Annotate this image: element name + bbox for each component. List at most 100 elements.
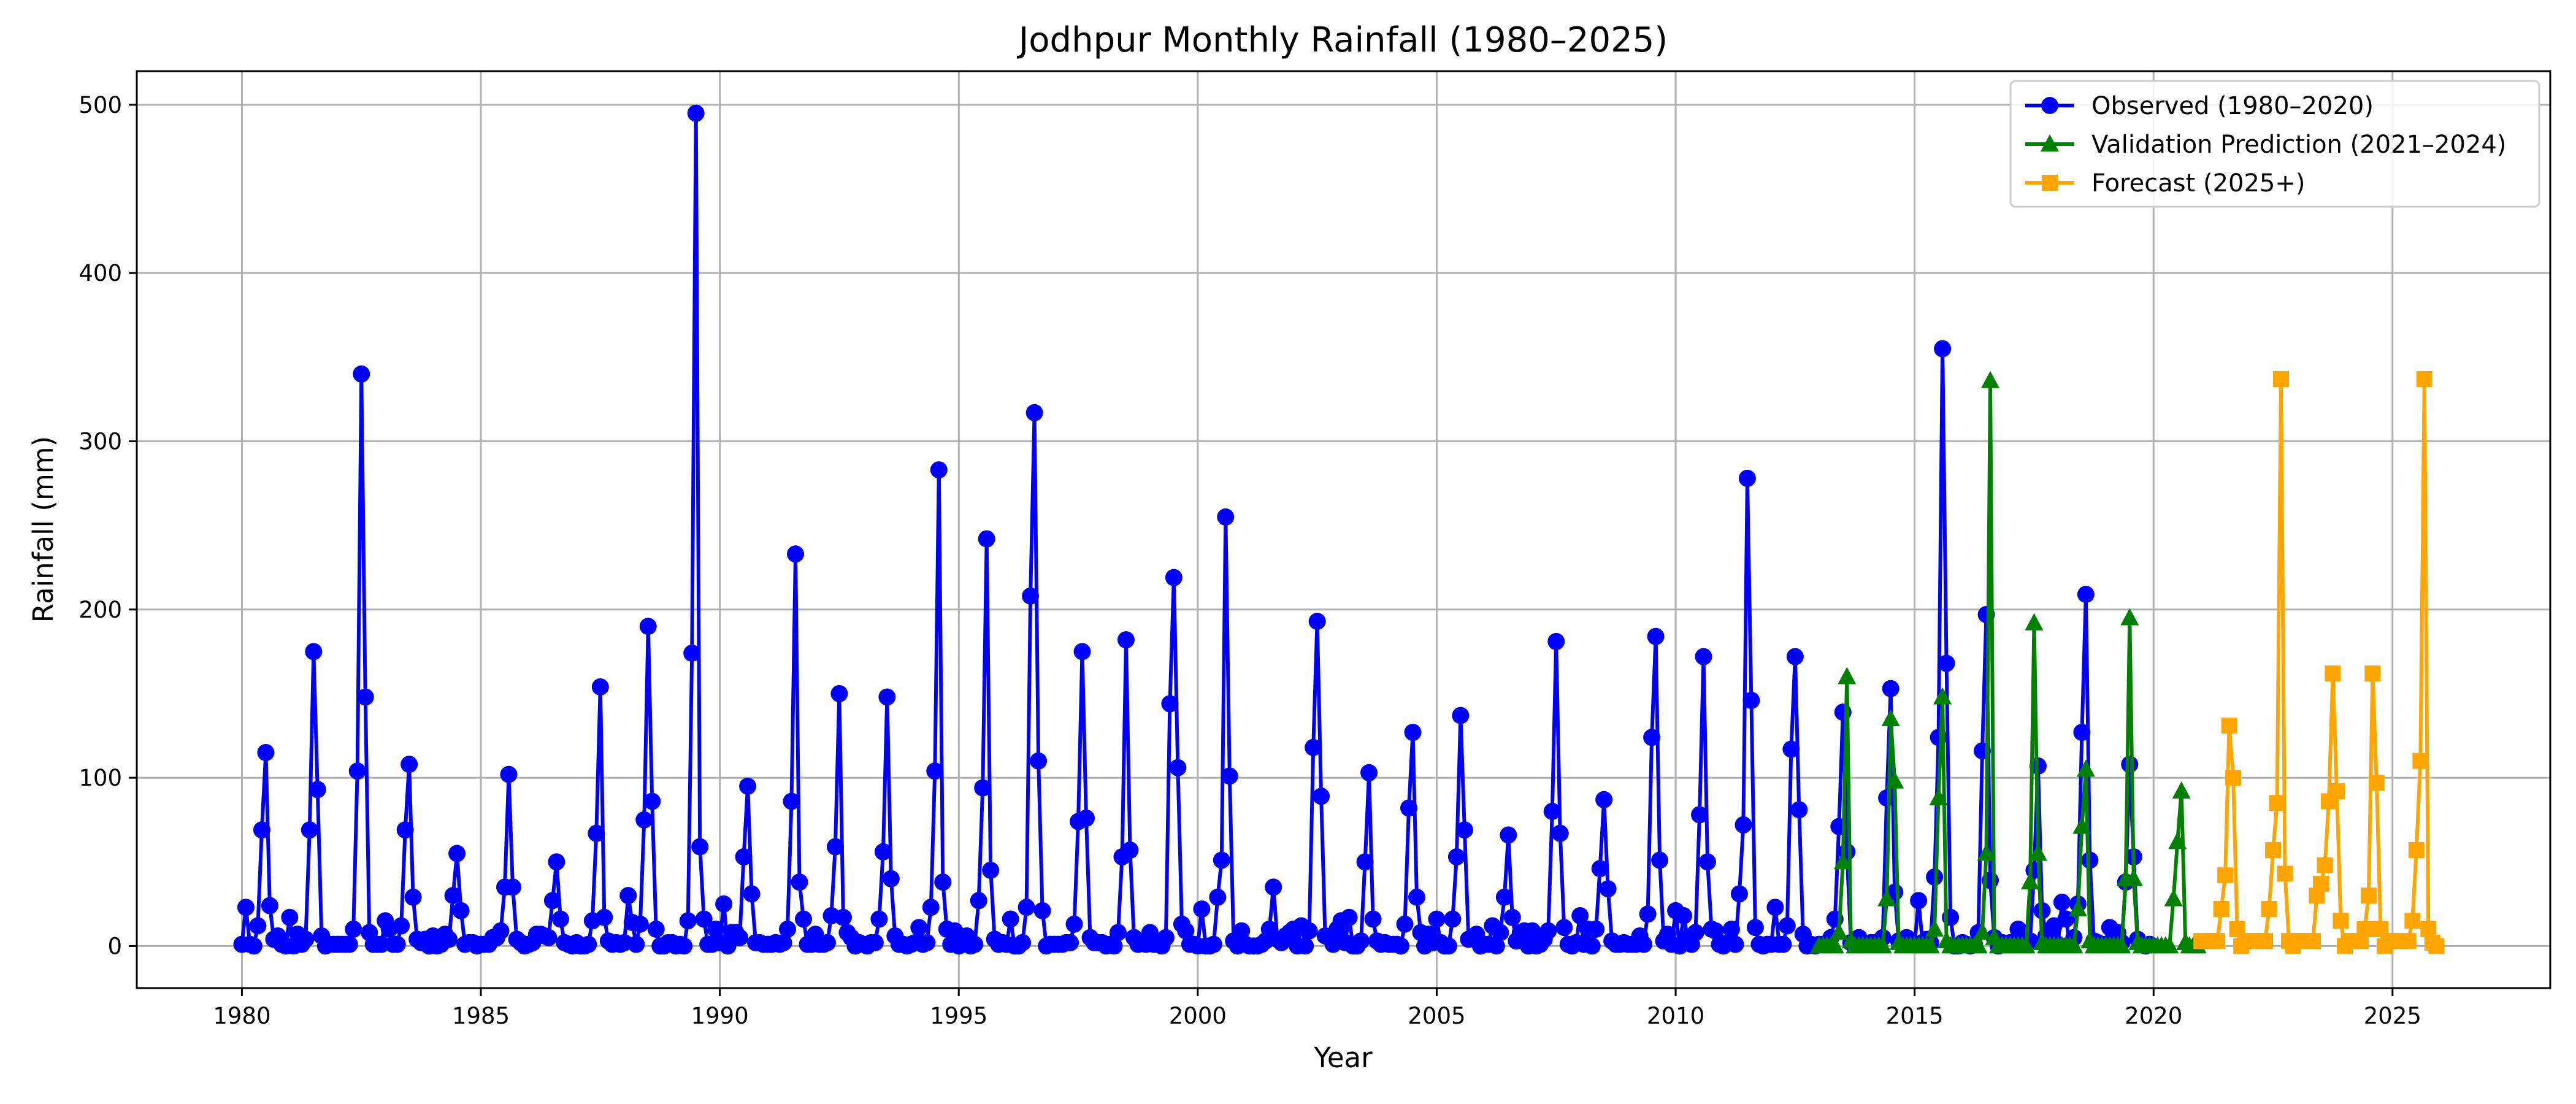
data-point [1452,707,1470,724]
data-point [2076,759,2095,777]
data-point [2261,901,2277,918]
data-point [1444,910,1462,928]
data-point [448,845,466,862]
y-tick-label: 400 [79,260,122,286]
data-point [1969,936,1988,954]
data-point [826,838,844,856]
data-point [1487,937,1505,955]
data-point [1308,613,1326,630]
data-point [1738,469,1756,487]
data-point [1583,937,1601,955]
data-point [1524,922,1541,940]
data-point [1774,935,1792,953]
data-point [1643,729,1661,746]
data-point [504,878,521,896]
y-tick-label: 0 [107,933,122,959]
data-point [2028,843,2047,861]
data-point [2168,832,2187,849]
data-point [639,618,657,635]
data-point [1555,919,1573,937]
data-point [1929,788,1948,806]
data-point [2400,933,2417,949]
data-point [2017,936,2036,954]
data-point [2112,936,2131,954]
data-point [1213,851,1230,869]
data-point [1830,922,1849,940]
legend: Observed (1980–2020) Validation Predictio… [2009,80,2540,208]
data-point [1297,937,1314,955]
x-axis: 1980 1985 1990 1995 2000 2005 2010 2015 2020 2025 [213,988,2421,1029]
data-point [1002,910,1019,928]
data-point [1786,648,1804,665]
x-tick-label: 2025 [2364,1003,2421,1029]
data-point [1022,587,1040,605]
data-point [978,530,995,548]
data-point [683,645,701,662]
data-point [974,779,992,797]
data-point [1364,910,1382,928]
data-point [2312,875,2329,892]
data-point [775,933,792,951]
data-point [866,933,884,951]
data-point [2120,608,2139,626]
data-point [1727,935,1744,953]
data-point [1687,924,1704,941]
x-tick-label: 1990 [691,1003,749,1029]
data-point [2053,894,2071,911]
data-point [401,756,418,773]
data-point [393,917,410,935]
data-point [1161,695,1179,713]
data-point [2217,867,2234,884]
data-point [348,762,366,780]
data-point [2172,781,2191,799]
data-point [691,838,709,856]
x-tick-label: 1985 [452,1003,510,1029]
x-tick-label: 1980 [213,1003,270,1029]
data-point [596,908,613,926]
data-point [2225,770,2242,786]
data-point [743,885,761,903]
data-point [1500,826,1517,844]
data-point [1921,936,1940,954]
series-observed [233,104,2158,955]
x-tick-label: 2010 [1647,1003,1704,1029]
series-layer [233,104,2445,955]
data-point [2269,795,2285,811]
data-point [2209,933,2226,949]
data-point [1165,569,1183,586]
data-point [1571,907,1589,925]
data-point [643,792,661,810]
legend-box [2009,80,2540,208]
data-point [783,792,800,810]
data-point [2333,913,2349,929]
data-point [695,910,713,928]
legend-item: Validation Prediction (2021–2024) [2025,131,2506,159]
data-point [930,461,948,479]
data-point [1404,724,1422,742]
data-point [1833,852,1852,870]
data-point [1595,791,1613,808]
data-point [2364,665,2381,682]
series-forecast [2193,370,2445,954]
data-point [830,684,848,702]
y-axis-label: Rainfall (mm) [27,436,59,623]
data-point [2020,872,2039,890]
data-point [1925,919,1944,937]
data-point [675,937,693,955]
data-point [1766,899,1784,916]
data-point [540,929,558,946]
x-axis-label: Year [1313,1041,1373,1074]
data-point [2273,370,2290,387]
data-point [2221,718,2237,734]
data-point [388,935,406,953]
data-point [1885,771,1904,789]
data-point [791,873,808,891]
data-point [882,870,900,887]
data-point [2416,370,2432,387]
data-point [1439,937,1457,955]
data-point [1492,924,1509,941]
data-point [2072,816,2091,834]
data-point [627,935,645,953]
data-point [966,935,984,953]
